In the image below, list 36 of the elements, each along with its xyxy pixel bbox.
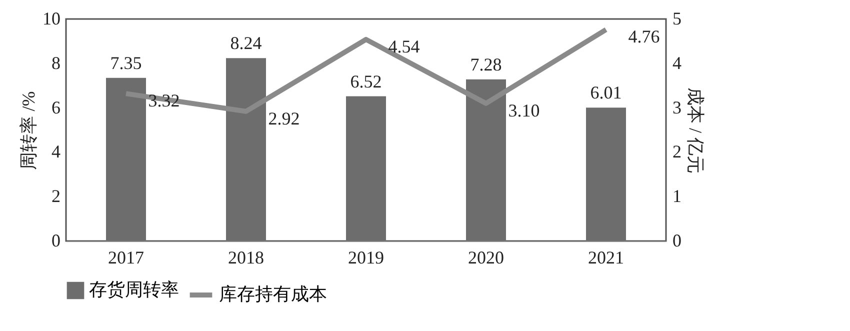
- data-label: 6.01: [590, 82, 622, 103]
- x-tick-label: 2018: [228, 248, 264, 268]
- x-tick-label: 2017: [108, 248, 144, 268]
- y2-axis-title: 成本 / 亿元: [686, 87, 706, 174]
- y2-tick-label: 4: [672, 52, 682, 73]
- data-label: 3.10: [508, 100, 540, 120]
- x-tick-label: 2019: [348, 248, 384, 268]
- bar: [346, 96, 386, 241]
- x-tick-label: 2020: [468, 248, 504, 268]
- bar: [466, 79, 506, 241]
- y2-tick-label: 5: [672, 8, 682, 28]
- data-label: 3.32: [148, 90, 180, 111]
- data-label: 6.52: [350, 71, 382, 92]
- data-label: 8.24: [230, 33, 262, 54]
- legend-label: 库存持有成本: [219, 284, 327, 304]
- y-tick-label: 4: [52, 142, 60, 162]
- y-tick-label: 2: [52, 186, 60, 206]
- y-tick-label: 0: [52, 230, 60, 250]
- y-tick-label: 6: [52, 97, 60, 118]
- data-label: 4.76: [628, 26, 660, 47]
- y2-tick-label: 1: [672, 186, 682, 206]
- bar: [586, 108, 626, 241]
- data-label: 4.54: [388, 36, 420, 56]
- data-label: 2.92: [268, 108, 300, 128]
- bar: [106, 78, 146, 241]
- y2-tick-label: 2: [672, 142, 682, 162]
- legend-label: 存货周转率: [89, 280, 179, 300]
- bar: [226, 58, 266, 241]
- y-axis-title: 周转率 /%: [18, 91, 38, 170]
- data-label: 7.28: [470, 54, 502, 74]
- y-tick-label: 10: [42, 8, 60, 28]
- x-tick-label: 2021: [588, 248, 624, 268]
- y2-tick-label: 3: [672, 97, 682, 118]
- y2-tick-label: 0: [672, 230, 682, 250]
- data-label: 7.35: [110, 52, 142, 73]
- y-tick-label: 8: [52, 52, 60, 73]
